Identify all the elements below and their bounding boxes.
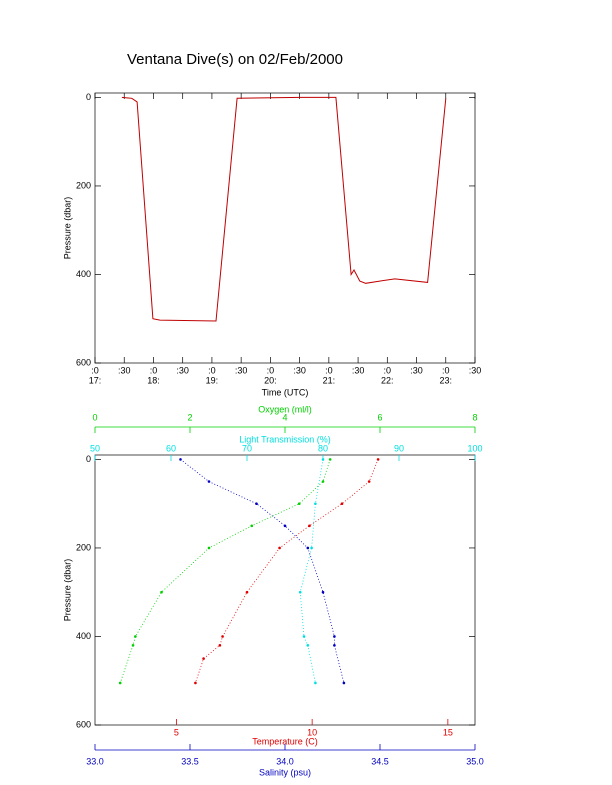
axis-tick-label: 34.0: [276, 756, 294, 766]
profile-point: [306, 644, 310, 647]
profile-point: [250, 524, 254, 528]
axis-tick-label: 34.5: [371, 756, 389, 766]
profile-point: [218, 644, 222, 647]
profile-point: [333, 644, 336, 647]
x-tick-label: :30: [293, 365, 306, 375]
x-tick-sublabel: 23:: [440, 375, 453, 385]
pressure-line: [121, 96, 447, 322]
profile-point: [207, 546, 211, 550]
profile-point: [179, 458, 182, 461]
profile-point: [308, 524, 311, 528]
chart-title: Ventana Dive(s) on 02/Feb/2000: [127, 51, 343, 68]
axis-title: Temperature (C): [252, 736, 318, 746]
profile-point: [306, 546, 310, 550]
axis-tick-label: 33.0: [86, 756, 104, 766]
axis-tick-label: 70: [242, 443, 252, 453]
x-tick-sublabel: 21:: [323, 375, 336, 385]
axis-tick-label: 33.5: [181, 756, 199, 766]
x-tick-label: :0: [91, 365, 99, 375]
profile-point: [297, 502, 301, 505]
profile-point: [202, 657, 205, 660]
profile-point: [340, 502, 344, 505]
axis-tick-label: 4: [282, 412, 287, 422]
x-tick-label: :30: [352, 365, 365, 375]
profile-point: [321, 590, 325, 594]
profile-point: [342, 681, 346, 685]
y-tick-label: 400: [76, 631, 91, 641]
axis-tick-label: 2: [187, 412, 192, 422]
x-tick-label: :30: [235, 365, 248, 375]
profile-point: [333, 635, 336, 638]
top-frame: [94, 92, 476, 364]
x-axis-label: Time (UTC): [262, 387, 309, 397]
profile-point: [245, 590, 249, 594]
x-tick-label: :30: [176, 365, 189, 375]
x-tick-sublabel: 22:: [381, 375, 394, 385]
x-tick-sublabel: 19:: [206, 375, 219, 385]
profile-point: [255, 502, 258, 505]
x-tick-sublabel: 20:: [264, 375, 277, 385]
y-tick-label: 0: [86, 454, 91, 464]
axis-tick-label: 60: [166, 443, 176, 453]
axis-title: Salinity (psu): [259, 767, 311, 777]
profile-point: [314, 681, 317, 685]
bottom-frame: [94, 454, 476, 726]
profile-point: [376, 458, 380, 461]
axis-tick-label: 35.0: [466, 756, 484, 766]
y-axis-label: Pressure (dbar): [62, 559, 72, 622]
axis-tick-label: 50: [90, 443, 100, 453]
profile-point: [283, 524, 287, 528]
axis-tick-label: 8: [472, 412, 477, 422]
y-tick-label: 0: [86, 92, 91, 102]
profile-point: [207, 480, 211, 483]
profile-point: [278, 546, 281, 550]
y-tick-label: 200: [76, 542, 91, 552]
profile-point: [310, 546, 313, 550]
profile-point: [314, 502, 317, 505]
y-tick-label: 200: [76, 180, 91, 190]
x-tick-label: :0: [267, 365, 275, 375]
y-tick-label: 600: [76, 719, 91, 729]
axis-tick-label: 80: [318, 443, 328, 453]
profile-point: [328, 458, 332, 461]
profile-point: [321, 480, 325, 483]
x-tick-label: :30: [118, 365, 131, 375]
x-tick-label: :0: [150, 365, 158, 375]
x-tick-label: :0: [384, 365, 392, 375]
profile-point: [194, 681, 197, 685]
profile-point: [367, 480, 371, 483]
axis-tick-label: 90: [394, 443, 404, 453]
profile-point: [131, 644, 135, 647]
axis-tick-label: 15: [443, 727, 453, 737]
y-tick-label: 600: [76, 357, 91, 367]
axis-tick-label: 6: [377, 412, 382, 422]
x-tick-label: :30: [410, 365, 423, 375]
profile-point: [118, 681, 122, 685]
profile-line: [195, 459, 379, 684]
x-tick-sublabel: 17:: [89, 375, 102, 385]
x-tick-sublabel: 18:: [147, 375, 160, 385]
axis-tick-label: 5: [174, 727, 179, 737]
axis-tick-label: 0: [92, 412, 97, 422]
profile-point: [134, 635, 137, 638]
axis-tick-label: 100: [467, 443, 482, 453]
profile-point: [302, 635, 306, 638]
x-tick-label: :30: [469, 365, 482, 375]
x-tick-label: :0: [208, 365, 216, 375]
x-tick-label: :0: [442, 365, 450, 375]
profile-point: [160, 590, 163, 594]
y-axis-label: Pressure (dbar): [62, 197, 72, 260]
y-tick-label: 400: [76, 269, 91, 279]
x-tick-label: :0: [325, 365, 333, 375]
axis-tick-label: 10: [307, 727, 317, 737]
axis-title: Light Transmission (%): [239, 434, 331, 444]
axis-title: Oxygen (ml/l): [258, 404, 312, 414]
profile-point: [298, 590, 302, 594]
profile-point: [221, 635, 224, 638]
profile-point: [321, 458, 325, 461]
